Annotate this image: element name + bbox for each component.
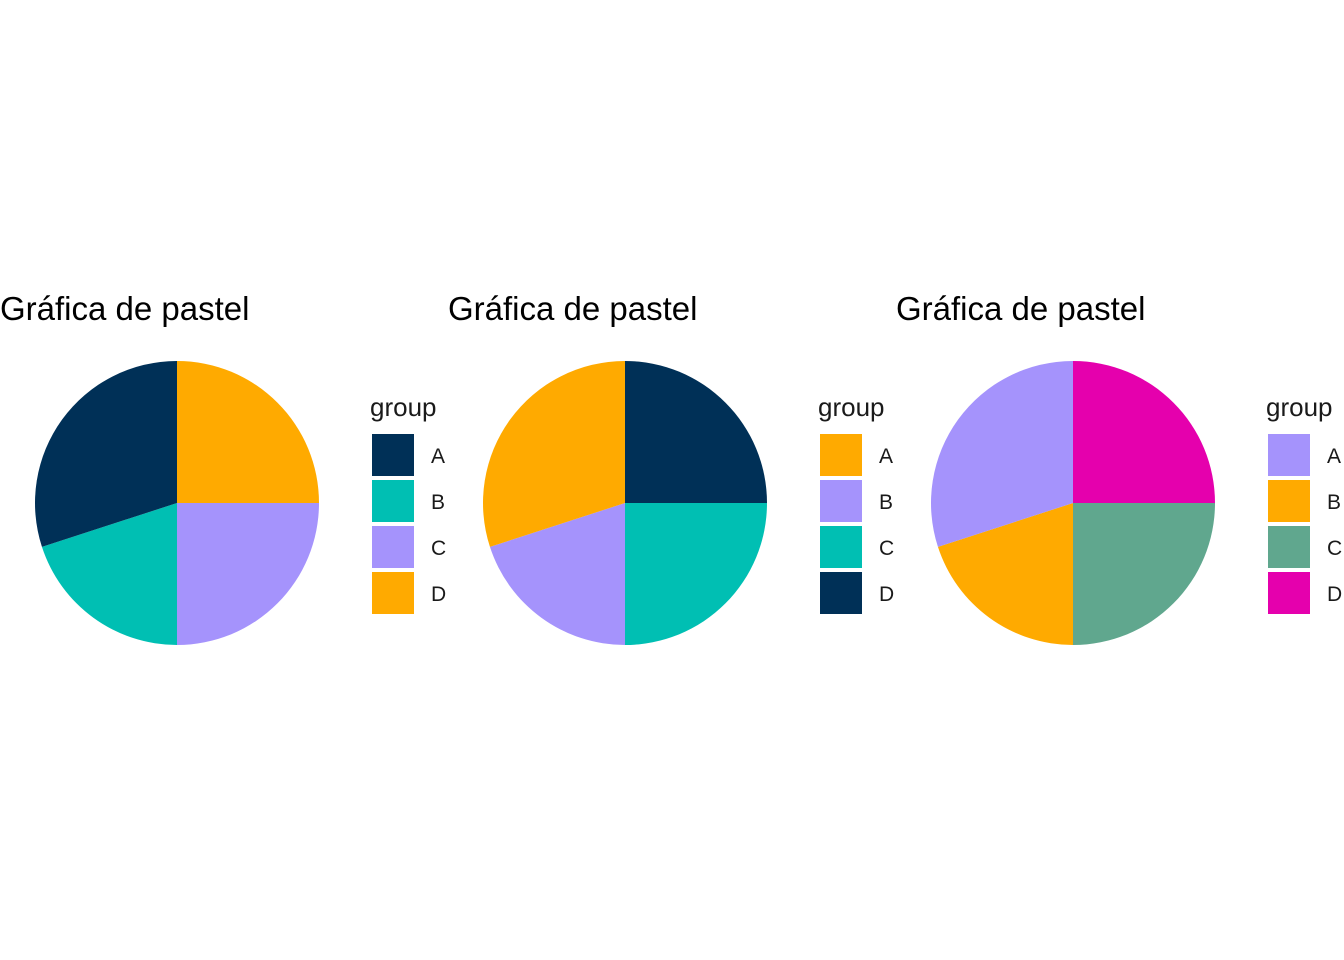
legend-label-B: B bbox=[431, 491, 445, 514]
legend-label-D: D bbox=[1327, 583, 1342, 606]
legend-label-D: D bbox=[879, 583, 894, 606]
legend-key-D bbox=[372, 572, 414, 614]
pie-slice-B bbox=[625, 503, 767, 645]
legend-label-B: B bbox=[879, 491, 893, 514]
pie-slice-A bbox=[177, 361, 319, 503]
legend-key-A bbox=[372, 434, 414, 476]
legend-title: group bbox=[1266, 392, 1333, 422]
legend-key-D bbox=[820, 572, 862, 614]
pie-slice-D bbox=[483, 361, 625, 547]
legend-key-B bbox=[1268, 480, 1310, 522]
pie-slice-C bbox=[489, 503, 625, 645]
chart-title: Gráfica de pastel bbox=[896, 290, 1145, 327]
chart-title: Gráfica de pastel bbox=[0, 290, 249, 327]
legend-key-A bbox=[1268, 434, 1310, 476]
legend-label-A: A bbox=[1327, 445, 1341, 468]
pie-slice-D bbox=[931, 361, 1073, 547]
legend-label-C: C bbox=[879, 537, 894, 560]
legend-key-C bbox=[372, 526, 414, 568]
legend-title: group bbox=[370, 392, 437, 422]
legend-title: group bbox=[818, 392, 885, 422]
chart-title: Gráfica de pastel bbox=[448, 290, 697, 327]
pie-slice-C bbox=[937, 503, 1073, 645]
legend-key-D bbox=[1268, 572, 1310, 614]
pie-slice-A bbox=[1073, 361, 1215, 503]
pie-slice-B bbox=[1073, 503, 1215, 645]
legend-label-B: B bbox=[1327, 491, 1341, 514]
legend-label-A: A bbox=[431, 445, 445, 468]
legend-label-C: C bbox=[1327, 537, 1342, 560]
legend-label-D: D bbox=[431, 583, 446, 606]
pie-slice-D bbox=[35, 361, 177, 547]
pie-slice-A bbox=[625, 361, 767, 503]
legend-label-A: A bbox=[879, 445, 893, 468]
legend-key-A bbox=[820, 434, 862, 476]
legend-label-C: C bbox=[431, 537, 446, 560]
legend-key-C bbox=[1268, 526, 1310, 568]
legend-key-C bbox=[820, 526, 862, 568]
pie-slice-C bbox=[41, 503, 178, 645]
legend-key-B bbox=[372, 480, 414, 522]
pie-slice-B bbox=[177, 503, 319, 645]
legend-key-B bbox=[820, 480, 862, 522]
